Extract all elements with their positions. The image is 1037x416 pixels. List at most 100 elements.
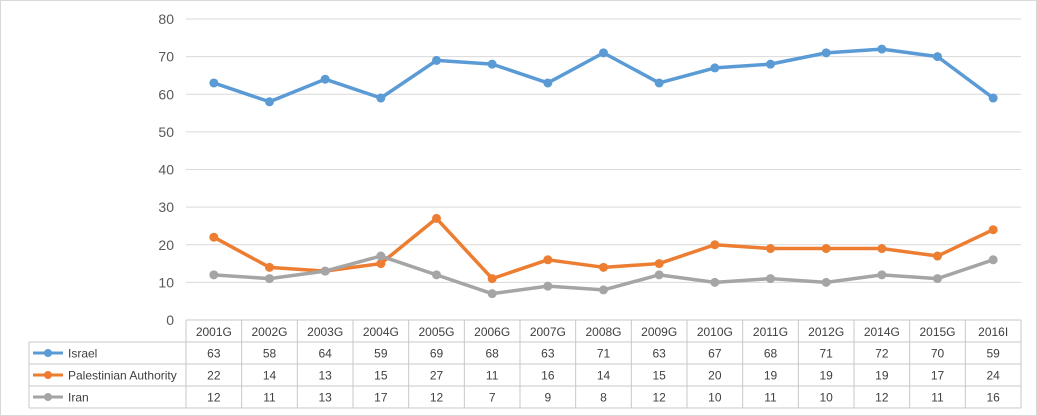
- data-point: [821, 48, 831, 58]
- x-category-label: 2002G: [251, 325, 287, 339]
- x-category-label: 2008G: [585, 325, 621, 339]
- data-point: [710, 277, 720, 287]
- x-category-label: 2016I: [978, 325, 1008, 339]
- data-point: [988, 255, 998, 265]
- table-value: 10: [708, 391, 722, 405]
- data-point: [988, 93, 998, 103]
- table-value: 72: [875, 347, 889, 361]
- data-point: [487, 289, 497, 299]
- table-value: 15: [652, 369, 666, 383]
- data-point: [988, 225, 998, 235]
- table-value: 24: [986, 369, 1000, 383]
- data-point: [543, 78, 553, 88]
- x-category-label: 2014G: [864, 325, 900, 339]
- table-value: 8: [600, 391, 607, 405]
- y-tick-label: 40: [158, 162, 174, 178]
- table-value: 22: [207, 369, 221, 383]
- table-value: 71: [819, 347, 833, 361]
- table-value: 58: [263, 347, 277, 361]
- table-value: 63: [652, 347, 666, 361]
- legend-key-marker: [44, 349, 52, 357]
- data-point: [710, 63, 720, 73]
- data-point: [432, 270, 441, 280]
- table-value: 68: [485, 347, 499, 361]
- data-point: [877, 270, 887, 280]
- data-point: [543, 281, 553, 291]
- table-value: 11: [263, 391, 276, 405]
- table-value: 11: [931, 391, 944, 405]
- data-point: [766, 59, 775, 69]
- legend-label: Iran: [68, 391, 89, 405]
- table-value: 14: [597, 369, 611, 383]
- data-point: [487, 274, 497, 284]
- data-point: [654, 270, 664, 280]
- legend-label: Israel: [68, 347, 97, 361]
- x-category-label: 2003G: [307, 325, 343, 339]
- data-point: [654, 259, 664, 269]
- y-tick-label: 50: [158, 124, 174, 140]
- table-value: 17: [374, 391, 388, 405]
- data-point: [320, 266, 330, 276]
- data-point: [543, 255, 553, 265]
- x-category-label: 2010G: [697, 325, 733, 339]
- table-value: 10: [819, 391, 833, 405]
- table-value: 11: [764, 391, 777, 405]
- data-point: [376, 251, 386, 261]
- data-point: [599, 48, 608, 58]
- table-value: 9: [544, 391, 551, 405]
- table-value: 12: [207, 391, 221, 405]
- table-value: 12: [875, 391, 889, 405]
- table-value: 12: [652, 391, 666, 405]
- table-value: 14: [263, 369, 277, 383]
- x-category-label: 2012G: [808, 325, 844, 339]
- data-point: [432, 213, 441, 223]
- table-value: 59: [986, 347, 1000, 361]
- data-point: [376, 93, 386, 103]
- table-value: 16: [986, 391, 1000, 405]
- table-value: 13: [318, 391, 332, 405]
- table-value: 19: [764, 369, 778, 383]
- table-value: 69: [430, 347, 444, 361]
- data-point: [599, 262, 608, 272]
- table-value: 12: [430, 391, 444, 405]
- data-point: [877, 244, 887, 254]
- data-point: [209, 232, 219, 242]
- data-point: [654, 78, 664, 88]
- x-category-label: 2015G: [919, 325, 955, 339]
- data-point: [766, 244, 775, 254]
- table-value: 67: [708, 347, 722, 361]
- legend-label: Palestinian Authority: [68, 369, 177, 383]
- table-value: 7: [489, 391, 496, 405]
- table-value: 13: [318, 369, 332, 383]
- legend-key-marker: [44, 393, 52, 401]
- y-tick-label: 10: [158, 274, 174, 290]
- x-category-label: 2005G: [418, 325, 454, 339]
- table-value: 27: [430, 369, 444, 383]
- table-value: 17: [931, 369, 945, 383]
- table-value: 63: [541, 347, 555, 361]
- data-point: [933, 251, 942, 261]
- data-point: [766, 274, 775, 284]
- data-point: [209, 270, 219, 280]
- data-point: [432, 55, 441, 65]
- x-category-label: 2001G: [196, 325, 232, 339]
- table-value: 59: [374, 347, 388, 361]
- data-point: [376, 259, 386, 269]
- table-value: 20: [708, 369, 722, 383]
- data-point: [320, 74, 330, 84]
- y-tick-label: 30: [158, 199, 174, 215]
- data-point: [599, 285, 608, 295]
- y-tick-label: 0: [166, 312, 174, 328]
- data-point: [487, 59, 497, 69]
- data-point: [821, 277, 831, 287]
- legend-key-marker: [44, 371, 52, 379]
- table-value: 19: [819, 369, 833, 383]
- data-point: [265, 97, 274, 107]
- data-point: [209, 78, 219, 88]
- y-tick-label: 70: [158, 49, 174, 65]
- table-value: 16: [541, 369, 555, 383]
- data-point: [265, 274, 274, 284]
- table-value: 11: [486, 369, 499, 383]
- data-point: [821, 244, 831, 254]
